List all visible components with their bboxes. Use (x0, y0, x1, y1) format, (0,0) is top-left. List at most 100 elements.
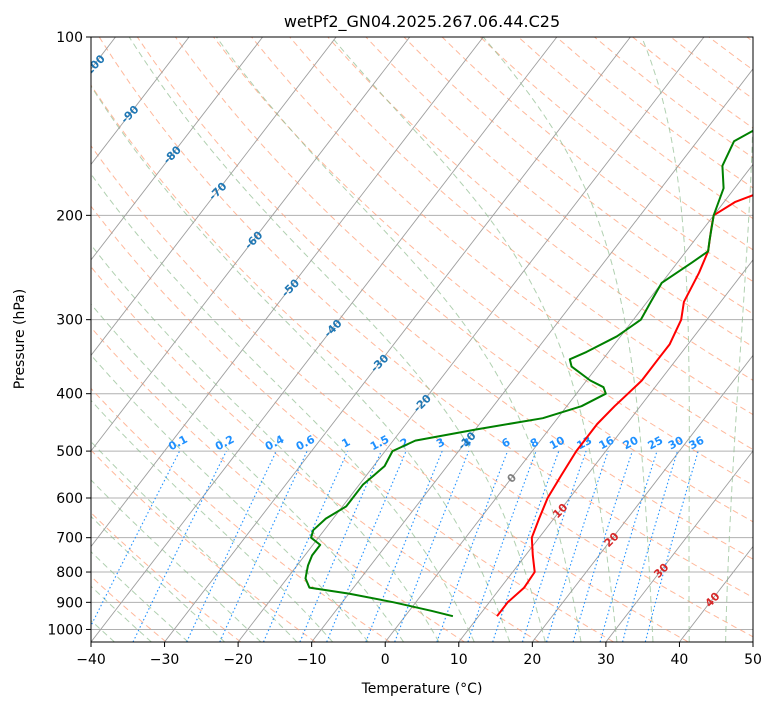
x-tick-label: −40 (76, 652, 106, 668)
dry-adiabat (708, 37, 753, 71)
mixing-ratio-label: 0.1 (166, 433, 189, 454)
y-tick-label: 300 (56, 313, 83, 329)
mixing-ratio-line (467, 450, 537, 642)
moist-adiabat (331, 37, 618, 642)
y-tick-label: 200 (56, 208, 83, 224)
profile-series (304, 129, 753, 618)
y-axis-ticks: 100 200 300 400 500 600 700 800 900 1000 (47, 30, 91, 638)
moist-adiabat (482, 37, 654, 642)
plot-frame (90, 36, 754, 643)
mixing-ratio-line (572, 450, 633, 642)
mixing-ratio-label: 30 (666, 434, 686, 453)
dry-adiabat (91, 387, 391, 642)
dry-adiabat (327, 37, 753, 381)
dry-adiabat (441, 37, 753, 283)
moist-adiabat (91, 85, 511, 642)
y-tick-label: 700 (56, 531, 83, 547)
isotherm-line (91, 37, 190, 166)
x-axis-ticks: −40 −30 −20 −10 0 10 20 30 40 50 (76, 642, 762, 668)
temperature-profile-line (496, 194, 753, 617)
moist-adiabat (91, 354, 369, 642)
moist-adiabat (91, 585, 152, 642)
dry-adiabat (91, 449, 316, 642)
dry-adiabat (403, 37, 753, 315)
mixing-ratio-label: 25 (646, 434, 666, 453)
mixing-ratio-line (365, 450, 443, 642)
mixing-ratio-line (492, 450, 560, 642)
moist-adiabat (725, 37, 753, 642)
moist-adiabat (91, 479, 262, 642)
isotherm-line (752, 641, 753, 642)
dry-adiabat (136, 37, 753, 560)
isotherm-line (91, 37, 263, 261)
dry-adiabat (91, 145, 689, 642)
mixing-ratio-line (394, 450, 470, 642)
isotherm-line (164, 37, 631, 642)
dry-adiabat (365, 37, 753, 348)
y-tick-label: 800 (56, 565, 83, 581)
mixing-ratio-label: 20 (621, 433, 641, 452)
dry-adiabats (91, 37, 753, 642)
isotherm-line (605, 450, 753, 642)
moist-adiabat (762, 37, 775, 642)
mixing-ratio-lines (91, 450, 699, 642)
mixing-ratio-line (132, 450, 227, 642)
x-tick-label: 20 (523, 652, 541, 668)
isotherm-line (458, 259, 753, 642)
dry-adiabat (251, 37, 753, 451)
dry-adiabat (594, 37, 753, 159)
isotherm-label: 20 (602, 530, 622, 550)
isotherm-label: -80 (161, 143, 184, 166)
mixing-ratio-line (436, 450, 509, 642)
x-tick-label: 0 (381, 652, 390, 668)
moist-adiabat (91, 244, 440, 642)
isotherm-line (311, 68, 753, 642)
isotherm-label: -50 (279, 276, 302, 299)
isotherm-line (384, 163, 753, 642)
moist-adiabat (91, 173, 475, 642)
mixing-ratio-label: 0.2 (213, 433, 236, 454)
isotherm-label: -60 (242, 228, 265, 251)
mixing-ratio-line (644, 450, 699, 642)
isotherm-label: 0 (505, 471, 520, 486)
dry-adiabat (91, 326, 465, 642)
mixing-ratio-label: 1 (340, 435, 353, 450)
x-tick-label: −30 (150, 652, 180, 668)
dry-adiabat (670, 37, 753, 100)
isotherm-line (91, 37, 337, 357)
x-tick-label: −10 (297, 652, 327, 668)
isotherm-label: -100 (79, 52, 108, 81)
x-tick-label: 50 (744, 652, 762, 668)
isotherm-label: -20 (411, 392, 434, 415)
x-axis-title: Temperature (°C) (361, 681, 483, 697)
moist-adiabat (91, 399, 334, 642)
y-tick-label: 100 (56, 30, 83, 46)
moist-adiabat (128, 37, 546, 642)
dry-adiabat (289, 37, 753, 416)
dry-adiabat (746, 37, 753, 43)
isotherm-line (91, 37, 484, 548)
dry-adiabat (91, 84, 753, 638)
dry-adiabat (174, 37, 753, 523)
mixing-ratio-line (299, 450, 382, 642)
y-tick-label: 1000 (47, 622, 83, 638)
isotherm-label: -90 (118, 103, 141, 126)
isotherm-line (531, 354, 753, 642)
y-tick-label: 500 (56, 444, 83, 460)
moist-adiabat (91, 303, 405, 642)
dry-adiabat (213, 37, 753, 486)
mixing-ratio-line (219, 450, 308, 642)
mixing-ratio-line (91, 450, 181, 627)
x-tick-label: 10 (450, 652, 468, 668)
pressure-gridlines (91, 37, 753, 630)
mixing-ratio-label: 0.4 (263, 433, 287, 454)
skewed-isotherms (91, 37, 753, 642)
dry-adiabat (517, 37, 753, 220)
y-axis-title: Pressure (hPa) (12, 289, 28, 389)
moist-adiabats (91, 37, 775, 642)
plot-area: 0.1 0.2 0.4 0.6 1 1.5 2 3 4 6 8 10 13 16 20 25 30 36-100-… (79, 37, 775, 642)
dry-adiabat (91, 575, 167, 642)
dry-adiabat (91, 205, 614, 642)
y-tick-label: 400 (56, 387, 83, 403)
